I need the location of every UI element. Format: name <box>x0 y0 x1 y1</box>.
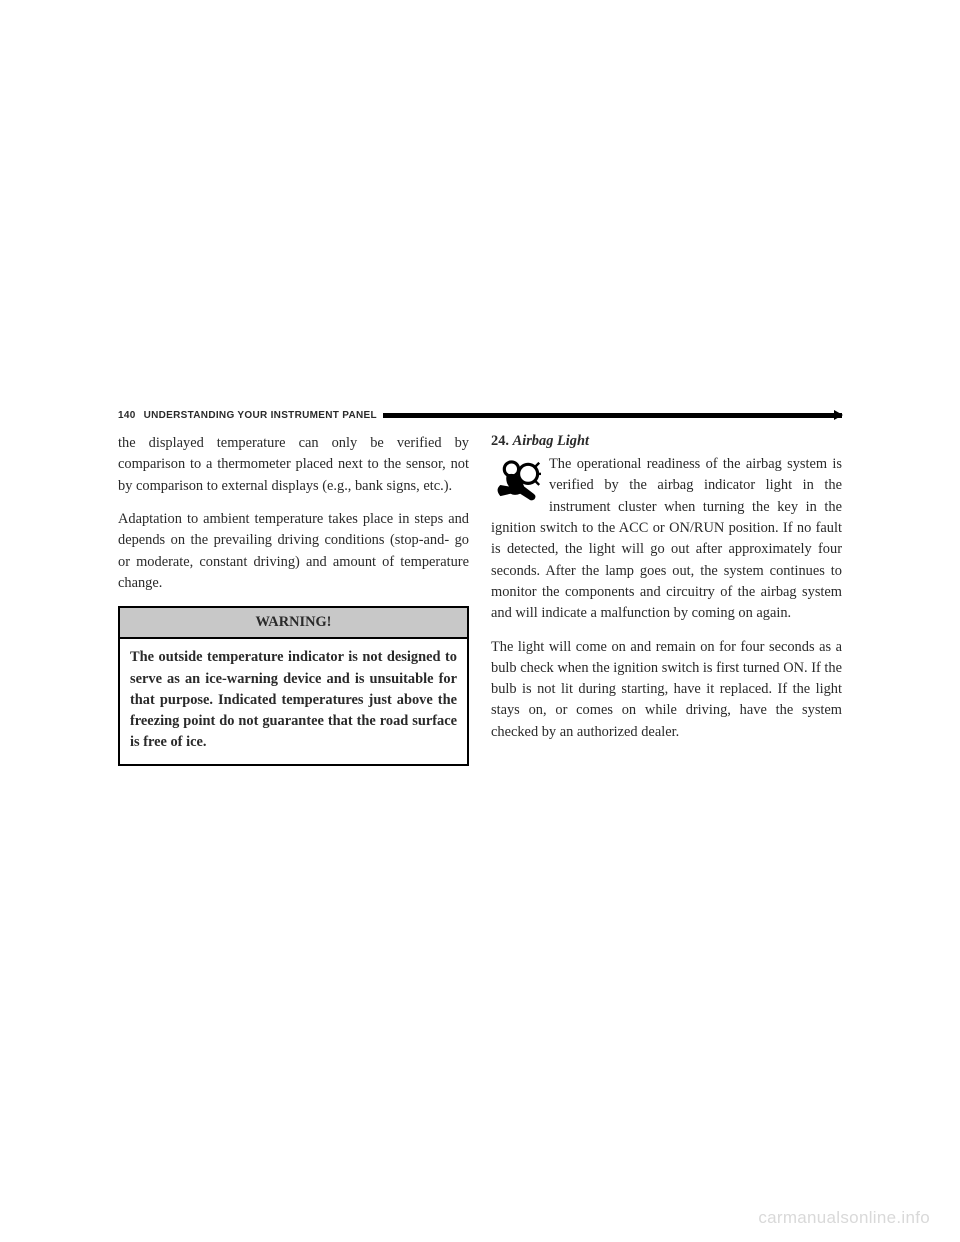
paragraph-text: The operational readiness of the airbag … <box>491 456 842 621</box>
header-rule <box>383 413 842 418</box>
page-number: 140 <box>118 410 136 421</box>
paragraph: the displayed temperature can only be ve… <box>118 433 469 497</box>
warning-box: WARNING! The outside temperature indicat… <box>118 606 469 766</box>
item-number: 24. <box>491 433 509 449</box>
left-column: the displayed temperature can only be ve… <box>118 433 469 766</box>
manual-page: 140 UNDERSTANDING YOUR INSTRUMENT PANEL … <box>118 410 842 766</box>
paragraph: The light will come on and remain on for… <box>491 637 842 744</box>
warning-title: WARNING! <box>120 608 467 639</box>
watermark: carmanualsonline.info <box>758 1208 930 1228</box>
section-title: UNDERSTANDING YOUR INSTRUMENT PANEL <box>144 410 377 421</box>
item-heading: 24. Airbag Light <box>491 433 842 450</box>
header-arrow-icon <box>834 410 843 420</box>
item-title: Airbag Light <box>513 433 589 449</box>
content-columns: the displayed temperature can only be ve… <box>118 433 842 766</box>
right-column: 24. Airbag Light The operational readine… <box>491 433 842 766</box>
airbag-icon <box>493 458 541 504</box>
page-header: 140 UNDERSTANDING YOUR INSTRUMENT PANEL <box>118 410 842 421</box>
paragraph: Adaptation to ambient temperature takes … <box>118 509 469 594</box>
paragraph: The operational readiness of the airbag … <box>491 454 842 625</box>
warning-body: The outside temperature indicator is not… <box>120 639 467 764</box>
